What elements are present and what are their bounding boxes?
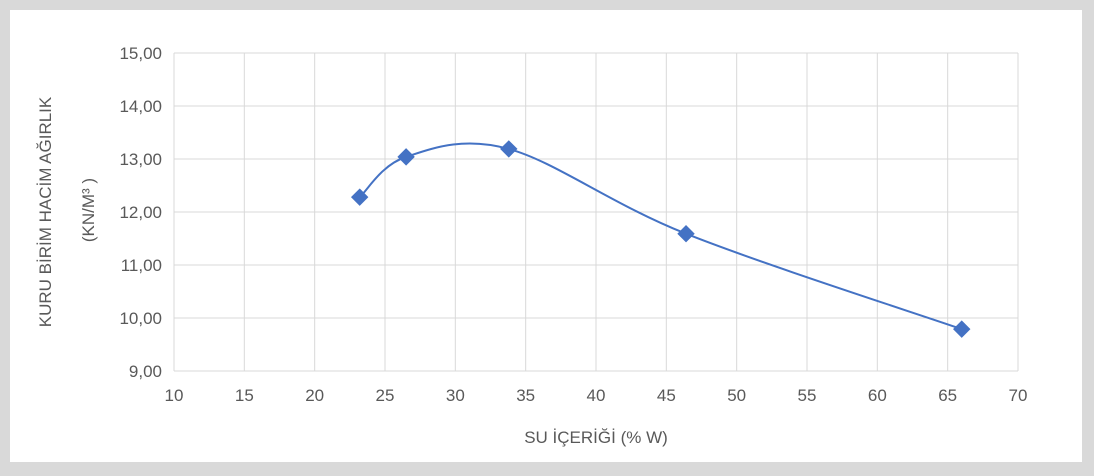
x-tick-label: 65 — [938, 386, 957, 405]
y-tick-label: 9,00 — [129, 362, 162, 381]
y-tick-label: 15,00 — [119, 44, 162, 63]
x-tick-labels: 10 15 20 25 30 35 40 45 50 55 60 65 70 — [165, 386, 1028, 405]
y-tick-label: 12,00 — [119, 203, 162, 222]
x-tick-label: 25 — [376, 386, 395, 405]
x-axis-title: SU İÇERİĞİ (% W) — [524, 428, 668, 447]
x-tick-label: 30 — [446, 386, 465, 405]
chart: 9,00 10,00 11,00 12,00 13,00 14,00 15,00 10 15 2… — [36, 44, 1028, 447]
series-line — [358, 142, 963, 331]
x-tick-label: 10 — [165, 386, 184, 405]
x-tick-label: 15 — [235, 386, 254, 405]
data-point-marker — [397, 148, 415, 166]
x-tick-label: 40 — [587, 386, 606, 405]
y-tick-label: 14,00 — [119, 97, 162, 116]
chart-frame: 9,00 10,00 11,00 12,00 13,00 14,00 15,00 10 15 2… — [10, 10, 1082, 462]
y-axis-title-line-2: (KN/M³ ) — [79, 178, 98, 242]
x-tick-label: 60 — [868, 386, 887, 405]
data-point-marker — [953, 320, 971, 338]
gridlines — [173, 52, 1019, 372]
x-tick-label: 55 — [798, 386, 817, 405]
y-tick-label: 11,00 — [121, 256, 162, 275]
x-tick-label: 70 — [1009, 386, 1028, 405]
series-plot — [350, 140, 971, 338]
x-tick-label: 45 — [657, 386, 676, 405]
data-point-marker — [350, 188, 369, 206]
x-tick-label: 20 — [305, 386, 324, 405]
data-point-marker — [677, 225, 695, 243]
y-tick-labels: 9,00 10,00 11,00 12,00 13,00 14,00 15,00 — [119, 44, 162, 381]
y-tick-label: 13,00 — [119, 150, 162, 169]
y-axis-title-line-1: KURU BİRİM HACİM AĞIRLIK — [36, 96, 55, 327]
x-tick-label: 50 — [727, 386, 746, 405]
data-point-marker — [500, 140, 518, 158]
x-tick-label: 35 — [516, 386, 535, 405]
y-tick-label: 10,00 — [119, 309, 162, 328]
